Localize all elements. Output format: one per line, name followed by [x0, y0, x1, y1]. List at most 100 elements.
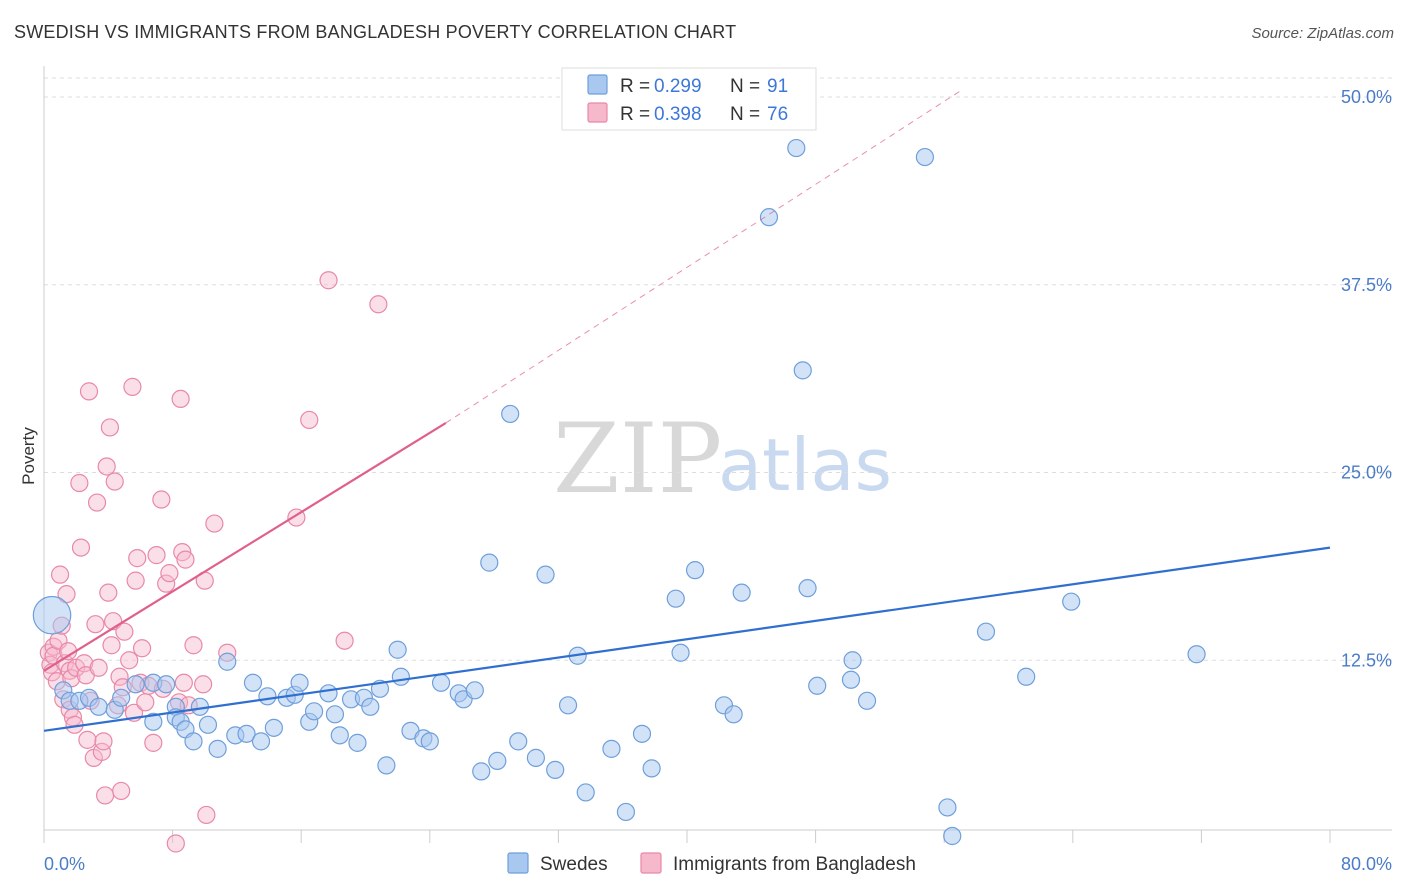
swedes-point-80	[938, 798, 957, 817]
swedes-point-63	[632, 724, 652, 743]
swedes-point-77	[843, 651, 862, 670]
bangladesh-point-32	[95, 786, 115, 805]
bangladesh-point-73	[300, 410, 319, 430]
swedes-point-31	[304, 702, 324, 721]
swedes-point-58	[558, 696, 578, 715]
bangladesh-point-7	[50, 565, 70, 584]
bangladesh-point-70	[205, 514, 224, 533]
swedes-point-51	[480, 553, 499, 572]
swedes-point-67	[685, 561, 705, 580]
legend-n-label-2: N =	[730, 104, 760, 125]
swedes-point-76	[841, 670, 861, 689]
swedes-point-8	[126, 675, 145, 694]
source-label: Source: ZipAtlas.com	[1251, 25, 1394, 42]
legend-r-label-1: R =	[620, 76, 650, 97]
bangladesh-point-45	[123, 377, 142, 396]
bangladesh-point-54	[147, 546, 166, 565]
bangladesh-point-24	[79, 382, 99, 401]
swedes-point-0	[32, 595, 72, 635]
swedes-point-74	[798, 579, 817, 598]
bangladesh-point-74	[319, 271, 338, 290]
bangladesh-point-64	[176, 550, 195, 569]
bottom-legend-swedes-label: Swedes	[540, 854, 608, 875]
axes	[43, 66, 1392, 843]
legend-n-value-1: 91	[767, 76, 788, 97]
bangladesh-point-19	[70, 473, 89, 493]
swedes-point-60	[576, 783, 595, 802]
bangladesh-point-53	[144, 733, 163, 752]
x-tick-label-1: 80.0%	[1341, 854, 1392, 874]
swedes-point-79	[915, 147, 935, 167]
y-tick-label-0: 12.5%	[1341, 650, 1392, 670]
swedes-point-29	[290, 673, 309, 692]
swedes-point-53	[501, 404, 520, 424]
bangladesh-trend-line	[43, 421, 447, 672]
swedes-point-19	[208, 739, 227, 758]
swedes-point-65	[666, 589, 685, 608]
bangladesh-point-28	[87, 493, 107, 512]
swedes-point-18	[198, 715, 218, 734]
legend-r-label-2: R =	[620, 104, 650, 125]
swedes-point-72	[787, 138, 806, 158]
bangladesh-point-75	[369, 295, 388, 314]
y-tick-label-2: 37.5%	[1341, 275, 1392, 295]
swedes-point-11	[157, 675, 176, 694]
bangladesh-point-66	[184, 636, 203, 655]
bangladesh-point-38	[105, 472, 124, 491]
y-tick-label-3: 50.0%	[1341, 87, 1392, 107]
bangladesh-point-41	[112, 781, 131, 801]
watermark: ZIP atlas	[553, 403, 892, 515]
swedes-point-33	[325, 705, 345, 724]
swedes-point-22	[237, 724, 256, 743]
bangladesh-point-27	[86, 615, 105, 634]
bangladesh-point-40	[110, 667, 129, 686]
y-tick-label-1: 25.0%	[1341, 463, 1392, 483]
bangladesh-point-36	[102, 636, 121, 655]
swedes-point-16	[184, 732, 203, 751]
swedes-point-57	[546, 760, 565, 779]
swedes-point-40	[377, 756, 396, 775]
swedes-point-56	[536, 565, 555, 584]
swedes-point-54	[509, 732, 528, 751]
bangladesh-point-43	[115, 622, 134, 641]
swedes-point-69	[724, 705, 743, 724]
bottom-legend-bangladesh-label: Immigrants from Bangladesh	[673, 854, 916, 875]
swedes-point-9	[144, 712, 163, 731]
swedes-trend-line	[43, 546, 1331, 732]
swedes-point-75	[808, 676, 827, 695]
swedes-point-49	[465, 681, 484, 700]
bottom-legend: Swedes Immigrants from Bangladesh	[507, 852, 916, 875]
swedes-point-73	[793, 361, 812, 380]
bangladesh-point-33	[97, 457, 116, 476]
legend-bangladesh-swatch	[587, 102, 608, 123]
swedes-point-55	[526, 748, 545, 767]
legend: R = 0.299 N = 91 R = 0.398 N = 76	[561, 67, 817, 131]
bangladesh-point-23	[78, 730, 97, 749]
trend-lines	[43, 90, 1331, 732]
swedes-point-71	[759, 208, 779, 227]
bangladesh-point-20	[71, 538, 91, 557]
bangladesh-point-59	[166, 834, 185, 853]
swedes-point-23	[243, 673, 263, 692]
swedes-point-46	[431, 673, 451, 692]
bangladesh-point-69	[197, 805, 216, 825]
swedes-point-45	[420, 732, 439, 751]
swedes-point-78	[857, 691, 877, 710]
swedes-point-41	[388, 640, 407, 659]
swedes-point-32	[319, 684, 338, 703]
y-axis-label: Poverty	[19, 427, 38, 485]
swedes-point-82	[976, 622, 996, 641]
swedes-point-42	[391, 667, 410, 686]
chart-title: SWEDISH VS IMMIGRANTS FROM BANGLADESH PO…	[14, 22, 737, 42]
swedes-point-20	[218, 652, 237, 671]
bottom-legend-swedes-swatch	[507, 852, 529, 874]
swedes-point-25	[258, 687, 277, 706]
bangladesh-point-51	[136, 693, 155, 712]
bangladesh-point-34	[99, 583, 118, 602]
swedes-point-5	[89, 697, 108, 716]
bangladesh-point-47	[126, 571, 145, 590]
bangladesh-point-44	[120, 651, 139, 670]
bottom-legend-bangladesh-swatch	[640, 852, 662, 874]
tick-labels: 12.5% 25.0% 37.5% 50.0% 0.0% 80.0%	[44, 87, 1392, 874]
